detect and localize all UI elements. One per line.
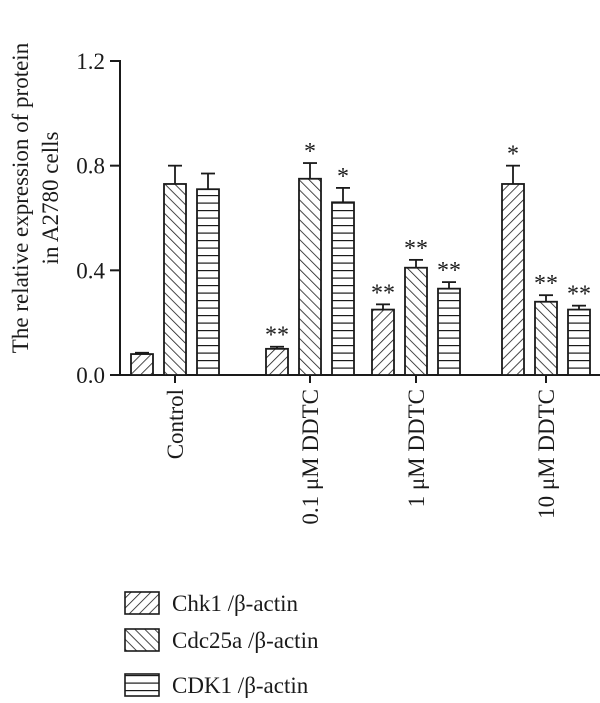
bar [567, 308, 591, 376]
bar [163, 183, 187, 376]
y-axis-title-line1: The relative expression of protein [8, 42, 33, 353]
significance-marker: ** [404, 236, 428, 262]
bar [437, 287, 461, 376]
significance-marker: ** [534, 271, 558, 297]
significance-marker: ** [437, 258, 461, 284]
y-tick-label: 0.0 [76, 363, 105, 388]
y-axis-title-line2: in A2780 cells [38, 132, 63, 265]
bar [404, 266, 428, 376]
bar [371, 308, 395, 376]
category-label: 1 μM DDTC [404, 389, 429, 507]
bar [265, 347, 289, 376]
category-label: 10 μM DDTC [534, 389, 559, 519]
significance-marker: ** [567, 282, 591, 308]
y-tick-label: 0.8 [76, 154, 105, 179]
category-label: Control [163, 389, 188, 459]
category-label: 0.1 μM DDTC [298, 389, 323, 525]
significance-marker: * [337, 164, 349, 190]
legend: Chk1 /β-actin Cdc25a /β-actin CDK1 /β-ac… [124, 591, 319, 698]
bar [298, 177, 322, 376]
significance-marker: * [507, 142, 519, 168]
bar [130, 353, 154, 376]
y-tick-label: 1.2 [76, 49, 105, 74]
bar [501, 183, 525, 376]
bar [534, 300, 558, 376]
legend-label-chk1: Chk1 /β-actin [172, 591, 299, 616]
legend-item-cdc25a: Cdc25a /β-actin [124, 628, 319, 653]
legend-swatch-cdk1 [124, 673, 160, 697]
significance-marker: ** [265, 323, 289, 349]
y-tick-label: 0.4 [76, 258, 105, 283]
legend-item-chk1: Chk1 /β-actin [124, 591, 299, 616]
legend-swatch-chk1 [124, 591, 160, 615]
bar [196, 188, 220, 376]
bar [331, 201, 355, 376]
legend-swatch-cdc25a [124, 628, 160, 652]
legend-label-cdc25a: Cdc25a /β-actin [172, 628, 319, 653]
significance-marker: ** [371, 280, 395, 306]
legend-item-cdk1: CDK1 /β-actin [124, 673, 309, 698]
significance-marker: * [304, 139, 316, 165]
legend-label-cdk1: CDK1 /β-actin [172, 673, 309, 698]
